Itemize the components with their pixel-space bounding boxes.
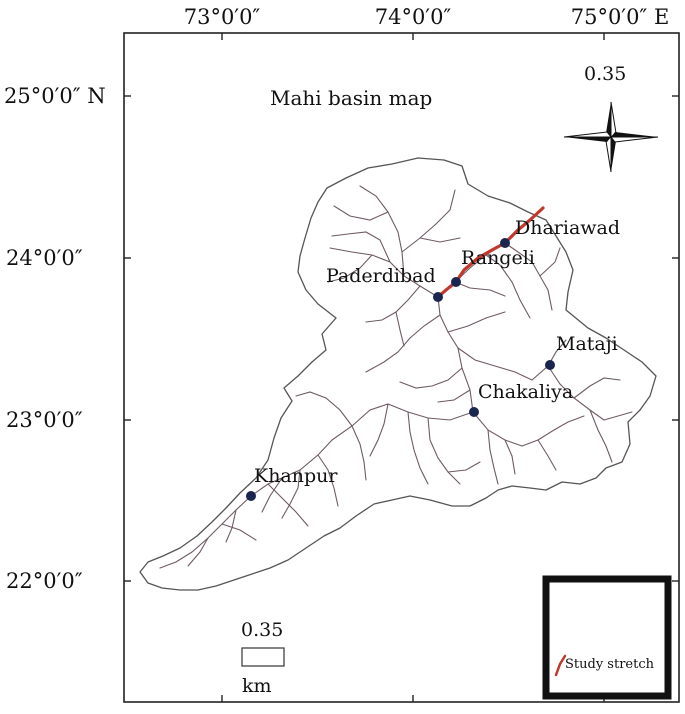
longitude-label-73: 73°0′0″	[184, 5, 261, 29]
latitude-label-24: 24°0′0″	[6, 246, 83, 270]
scale-bar: 0.35 km	[241, 619, 285, 697]
station-marker	[500, 238, 510, 248]
station-label-khanpur: Khanpur	[254, 465, 338, 487]
legend-box	[542, 575, 672, 700]
station-marker	[451, 277, 461, 287]
station-label-dhariawad: Dhariawad	[515, 217, 620, 239]
latitude-label-23: 23°0′0″	[6, 408, 83, 432]
map-frame	[123, 32, 680, 703]
station-marker	[545, 360, 555, 370]
station-khanpur: Khanpur	[246, 465, 338, 501]
north-arrow: 0.35	[563, 63, 659, 173]
station-label-mataji: Mataji	[556, 333, 618, 355]
latitude-label-25: 25°0′0″ N	[4, 84, 106, 108]
compass-west-icon	[563, 131, 613, 138]
scale-bar-unit: km	[242, 675, 272, 697]
compass-north-icon	[606, 102, 611, 137]
longitude-label-74: 74°0′0″	[375, 5, 452, 29]
station-label-paderdibad: Paderdibad	[326, 265, 436, 287]
latitude-label-22: 22°0′0″	[6, 569, 83, 593]
station-rangeli: Rangeli	[451, 247, 535, 287]
station-marker	[246, 491, 256, 501]
station-mataji: Mataji	[545, 333, 618, 370]
study-stretch-line	[436, 206, 545, 299]
compass-south-icon	[605, 135, 612, 173]
legend-study-stretch-swatch	[554, 654, 567, 677]
station-dhariawad: Dhariawad	[500, 217, 620, 248]
scale-bar-value: 0.35	[241, 619, 283, 641]
station-label-chakaliya: Chakaliya	[478, 381, 573, 403]
station-paderdibad: Paderdibad	[326, 265, 443, 302]
scale-bar-box	[241, 647, 285, 667]
longitude-label-75: 75°0′0″ E	[571, 5, 670, 29]
north-arrow-value: 0.35	[584, 63, 626, 85]
station-marker	[433, 292, 443, 302]
station-marker	[469, 407, 479, 417]
station-chakaliya: Chakaliya	[469, 381, 573, 417]
legend-label-study-stretch: Study stretch	[565, 657, 655, 672]
basin-boundary	[139, 157, 657, 591]
station-label-rangeli: Rangeli	[461, 247, 535, 269]
map-title: Mahi basin map	[270, 86, 432, 110]
compass-east-icon	[611, 132, 658, 137]
stream-network	[159, 185, 633, 569]
legend: Study stretch	[542, 575, 672, 700]
